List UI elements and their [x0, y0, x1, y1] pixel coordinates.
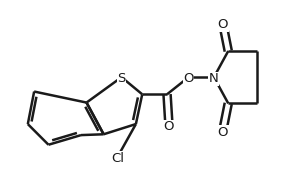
Text: O: O	[218, 126, 228, 139]
Text: S: S	[117, 72, 126, 85]
Text: O: O	[183, 72, 194, 85]
Text: N: N	[209, 72, 219, 85]
Text: Cl: Cl	[111, 152, 124, 165]
Text: O: O	[164, 120, 174, 133]
Text: O: O	[218, 19, 228, 31]
